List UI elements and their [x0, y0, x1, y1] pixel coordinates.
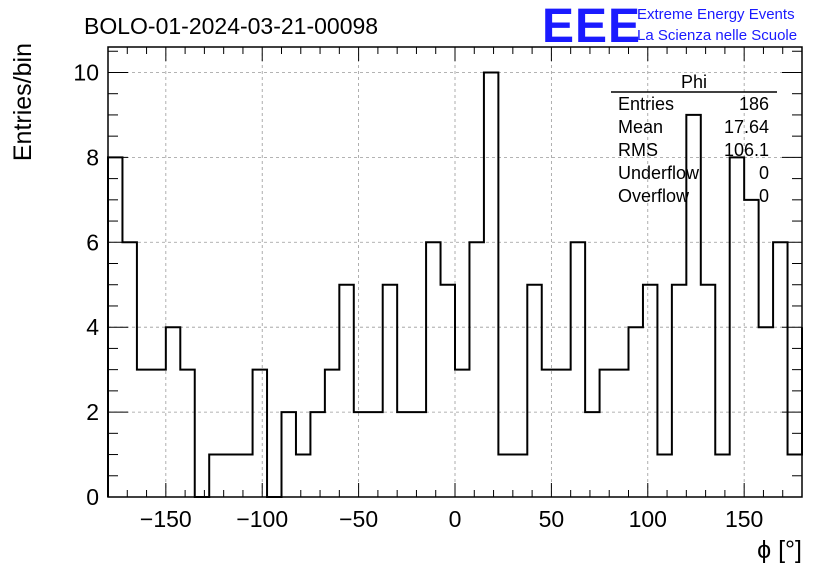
- logo-line-2: La Scienza nelle Scuole: [637, 27, 797, 44]
- x-tick-label: 0: [449, 506, 462, 532]
- stats-label: Entries: [618, 94, 674, 114]
- y-tick-labels: 0 2 4 6 8 10: [73, 59, 99, 510]
- stats-value: 106.1: [724, 140, 769, 160]
- y-tick-label: 2: [86, 399, 99, 425]
- logo-line-1: Extreme Energy Events: [637, 6, 795, 23]
- axis-ticks: [108, 47, 802, 498]
- y-axis-title: Entries/bin: [9, 43, 37, 161]
- stats-label: Overflow: [618, 186, 690, 206]
- x-axis-title: ϕ [°]: [757, 536, 802, 564]
- stats-label: Mean: [618, 117, 663, 137]
- x-tick-label: −150: [140, 506, 192, 532]
- chart-title: BOLO-01-2024-03-21-00098: [84, 13, 378, 39]
- stats-value: 17.64: [724, 117, 769, 137]
- stats-value: 186: [739, 94, 769, 114]
- stats-value: 0: [759, 163, 769, 183]
- x-tick-labels: −150 −100 −50 0 50 100 150: [140, 506, 763, 532]
- x-tick-label: 50: [539, 506, 565, 532]
- stats-label: RMS: [618, 140, 658, 160]
- stats-label: Underflow: [618, 163, 700, 183]
- stats-title: Phi: [681, 72, 707, 92]
- y-tick-label: 8: [86, 144, 99, 170]
- x-tick-label: −100: [236, 506, 288, 532]
- x-tick-label: 100: [629, 506, 667, 532]
- y-tick-label: 0: [86, 484, 99, 510]
- y-tick-label: 4: [86, 314, 99, 340]
- histogram-line: [107, 71, 803, 498]
- y-tick-label: 10: [73, 59, 99, 85]
- eee-logo: EEE: [542, 0, 641, 53]
- stats-box: Phi Entries 186 Mean 17.64 RMS 106.1 Underflow…: [611, 72, 777, 206]
- x-tick-label: −50: [339, 506, 378, 532]
- y-tick-label: 6: [86, 229, 99, 255]
- stats-value: 0: [759, 186, 769, 206]
- x-tick-label: 150: [725, 506, 763, 532]
